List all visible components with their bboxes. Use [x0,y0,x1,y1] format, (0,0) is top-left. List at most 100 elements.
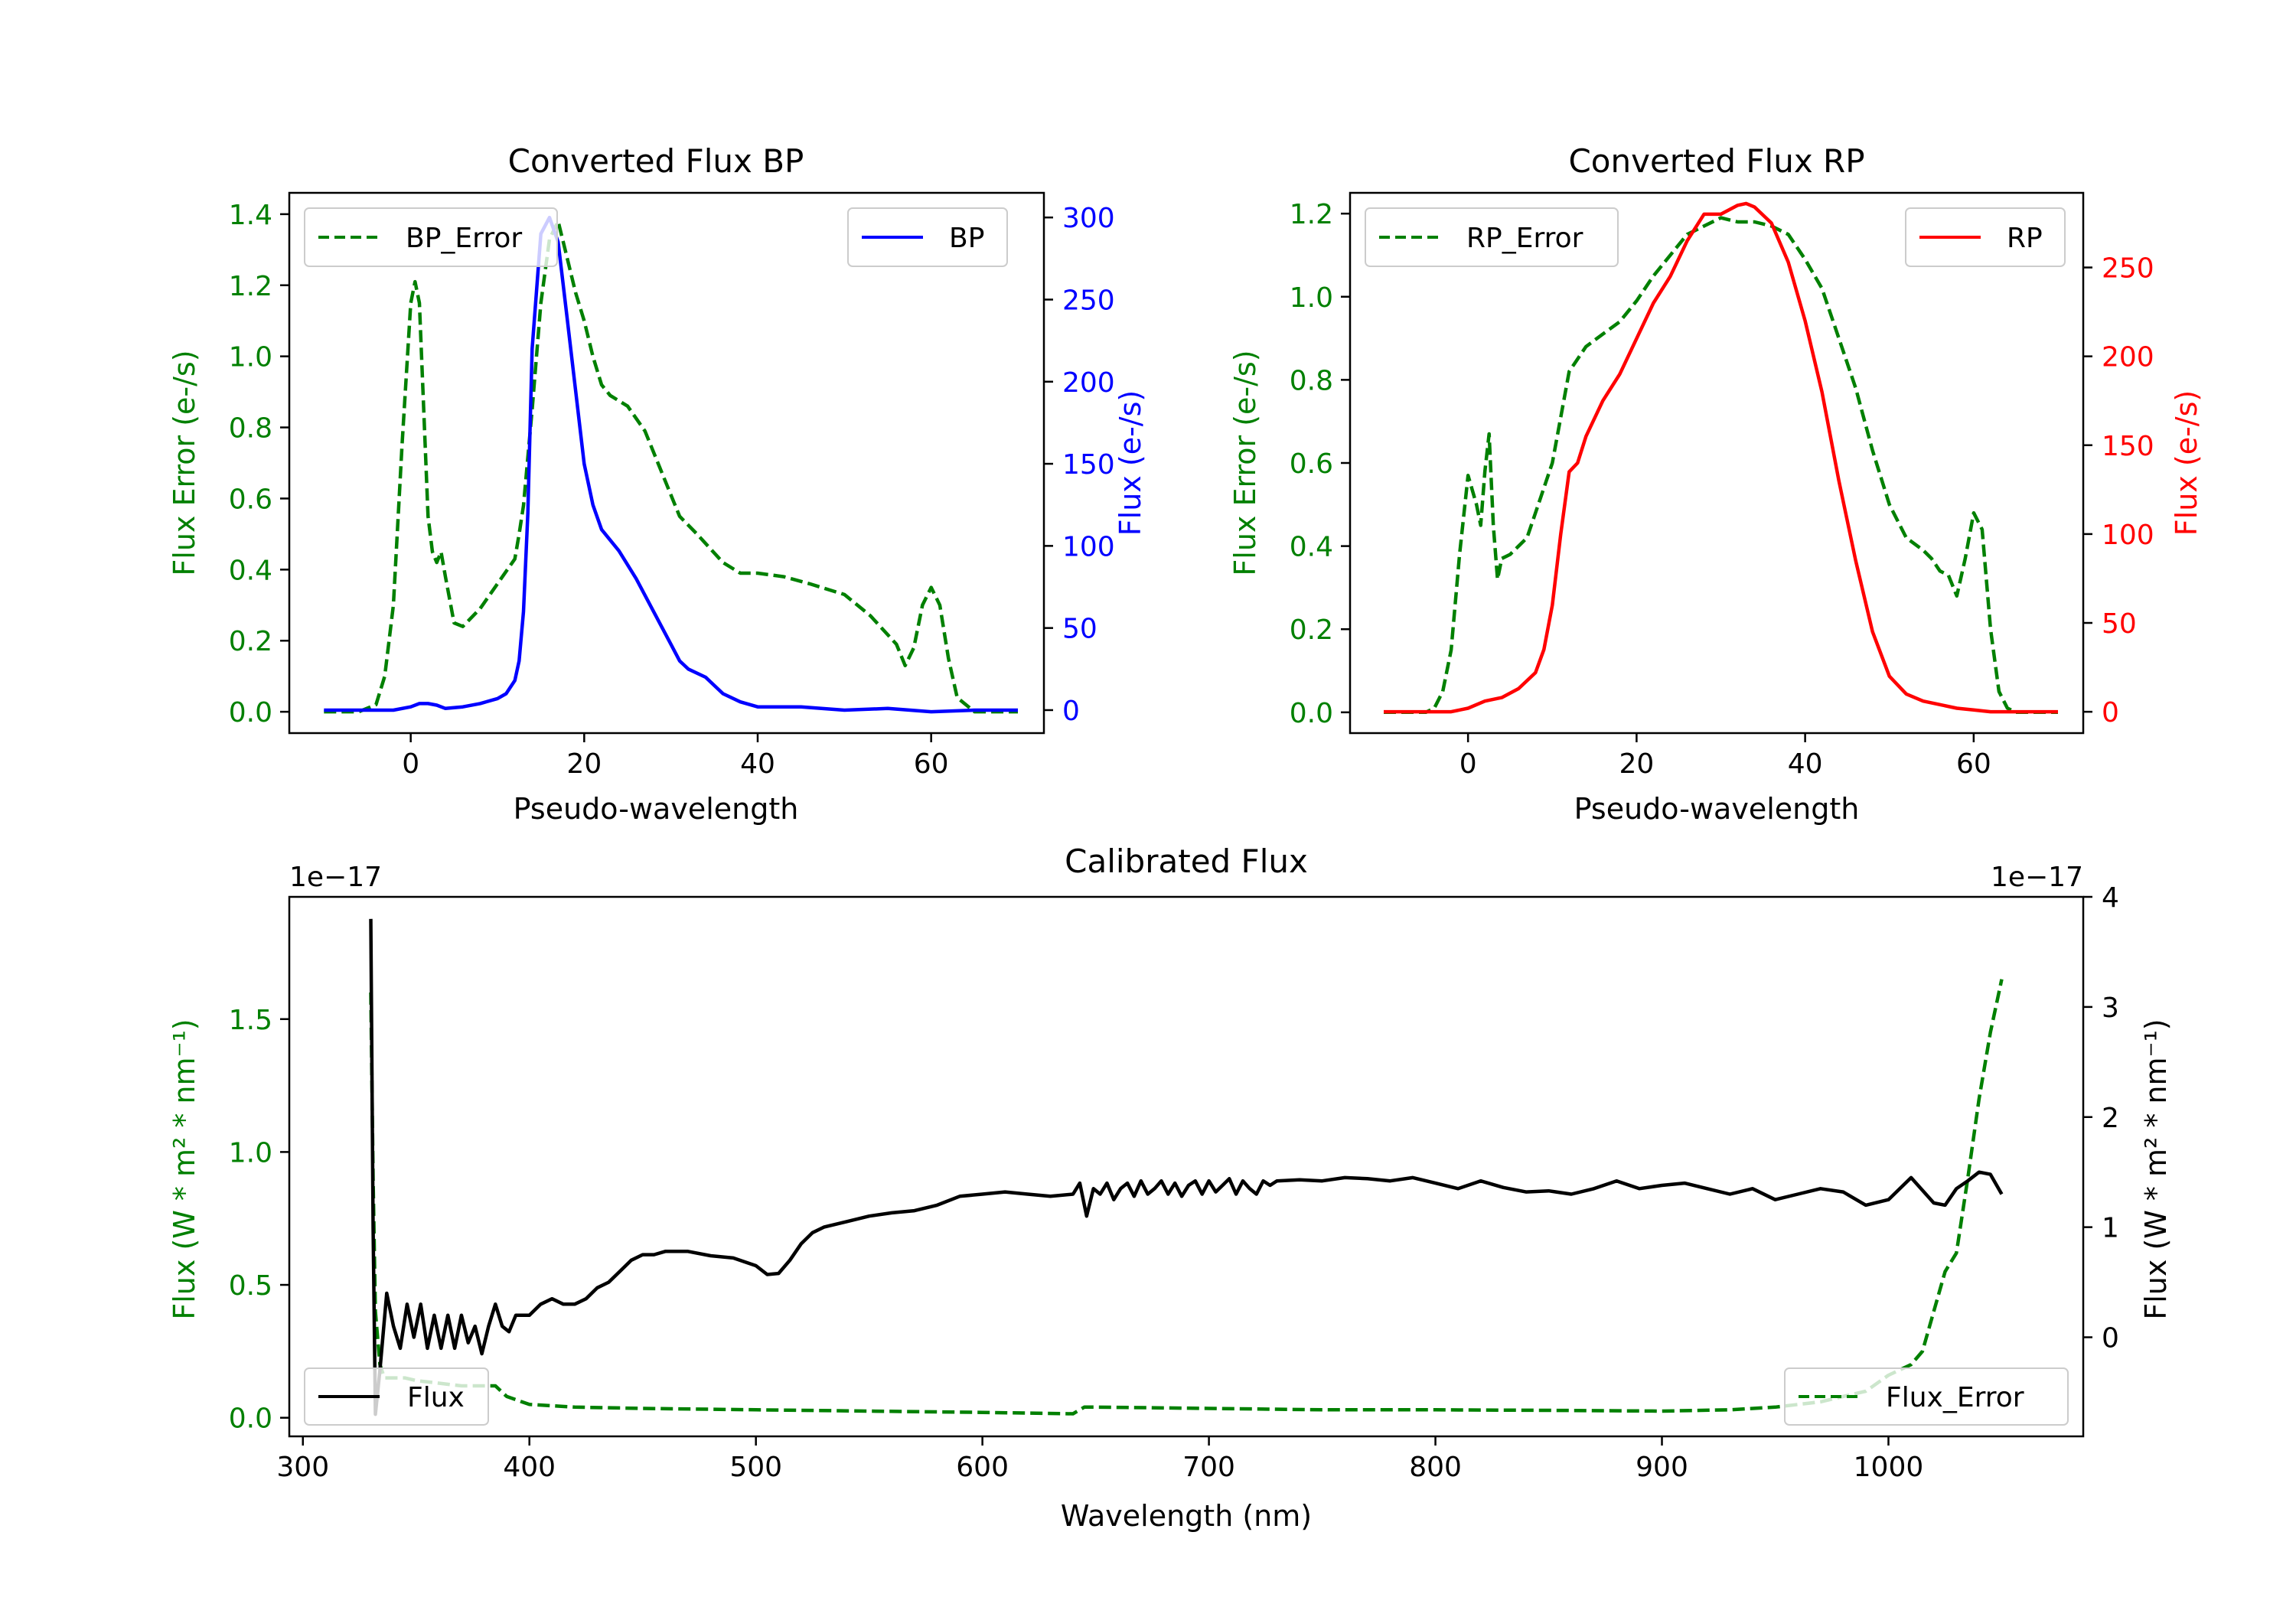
panel-converted-flux-bp: Converted Flux BP 0 20 40 60 0.00.20.40.60.… [168,142,1147,826]
bp-ytick-left-label: 1.0 [229,342,272,373]
panel-converted-flux-rp: Converted Flux RP 0 20 40 60 0.00.20.40.60.… [1228,142,2203,826]
rp-ytick-left-label: 0.6 [1290,448,1333,480]
bp-ytick-left-label: 0.6 [229,484,272,515]
rp-ytick-right-label: 0 [2102,697,2119,729]
rp-ytick-right-label: 100 [2102,520,2154,551]
cal-ytick-left-label: 0.0 [229,1403,272,1435]
rp-series-rp [1384,201,2058,714]
calibrated-x-axis-ticks: 300 400 500 600 700 800 900 1000 [276,1436,1923,1483]
calibrated-y-axis-left-label: Flux (W * m² * nm⁻¹) [168,1019,201,1319]
rp-series-layer [1384,201,2058,715]
bp-ytick-left-label: 0.0 [229,697,272,729]
bp-ytick-right-label: 300 [1062,203,1115,234]
calibrated-legend-flux-label: Flux [407,1382,465,1413]
rp-legend-error-label: RP_Error [1466,223,1583,254]
calibrated-right-offset-text: 1e−17 [1991,862,2083,893]
rp-legend-left: RP_Error [1365,207,1619,267]
rp-series-rp-error [1384,216,2058,715]
bp-ytick-right-label: 250 [1062,285,1115,316]
rp-ytick-left-label: 0.2 [1290,614,1333,646]
bp-legend-left: BP_Error [304,207,558,267]
bp-ytick-left-label: 0.4 [229,555,272,586]
rp-legend-right-box [1905,207,2066,267]
rp-title: Converted Flux RP [1568,142,1864,180]
cal-ytick-right-label: 1 [2102,1213,2119,1244]
rp-xtick-label: 40 [1788,748,1823,780]
bp-xtick-label: 20 [566,748,602,780]
rp-ytick-right-label: 250 [2102,253,2154,285]
bp-ytick-left-label: 0.8 [229,413,272,445]
cal-series-flux [369,918,2004,1416]
rp-xtick-label: 0 [1459,748,1477,780]
bp-legend-left-box [304,207,558,267]
cal-xtick-label: 1000 [1854,1452,1924,1483]
rp-ytick-left-label: 0.8 [1290,365,1333,396]
rp-ytick-left-label: 1.0 [1290,282,1333,314]
bp-y-axis-left-ticks: 0.0 0.2 0.4 0.6 0.8 1.0 1.2 1.4 [229,200,289,729]
rp-y-axis-right-ticks: 0 50 100 150 200 250 [2083,253,2154,729]
cal-ytick-left-label: 0.5 [229,1270,272,1302]
rp-ytick-right-label: 200 [2102,342,2154,373]
bp-legend-flux-label: BP [949,223,984,254]
bp-series-bp [324,215,1018,714]
calibrated-legend-error-label: Flux_Error [1886,1382,2024,1413]
cal-xtick-label: 600 [956,1452,1009,1483]
rp-ytick-left-label: 0.0 [1290,698,1333,729]
cal-xtick-label: 300 [276,1452,329,1483]
bp-ytick-left-label: 0.2 [229,626,272,657]
cal-ytick-left-label: 1.5 [229,1005,272,1036]
rp-x-axis-ticks: 0 20 40 60 [1459,733,1991,780]
bp-ytick-left-label: 1.2 [229,271,272,302]
calibrated-legend-left: Flux [304,1367,489,1426]
rp-y-axis-left-label: Flux Error (e-/s) [1228,350,1262,575]
panel-calibrated-flux: Calibrated Flux 300 400 500 600 700 800 900 100… [168,843,2173,1533]
cal-xtick-label: 500 [729,1452,782,1483]
calibrated-y-axis-left-ticks: 0.0 0.5 1.0 1.5 [229,1005,289,1435]
rp-xtick-label: 60 [1956,748,1991,780]
bp-legend-right: BP [847,207,1008,267]
cal-xtick-label: 400 [503,1452,556,1483]
bp-y-axis-right-ticks: 0 50 100 150 200 250 300 [1044,203,1115,727]
bp-ytick-right-label: 150 [1062,449,1115,481]
rp-legend-left-box [1365,207,1619,267]
cal-ytick-right-label: 2 [2102,1103,2119,1134]
cal-ytick-right-label: 4 [2102,882,2119,914]
cal-xtick-label: 900 [1636,1452,1688,1483]
calibrated-x-axis-label: Wavelength (nm) [1061,1499,1312,1533]
calibrated-legend-left-box [304,1367,489,1426]
calibrated-y-axis-right-ticks: 0 1 2 3 4 [2083,882,2119,1354]
rp-y-axis-right-label: Flux (e-/s) [2170,390,2203,536]
rp-x-axis-label: Pseudo-wavelength [1574,792,1860,826]
calibrated-title: Calibrated Flux [1065,843,1308,880]
rp-ytick-right-label: 50 [2102,608,2137,640]
bp-y-axis-right-label: Flux (e-/s) [1114,390,1147,536]
bp-ytick-right-label: 100 [1062,531,1115,562]
rp-ytick-right-label: 150 [2102,431,2154,462]
bp-ytick-right-label: 200 [1062,367,1115,399]
bp-xtick-label: 60 [914,748,949,780]
bp-legend-error-label: BP_Error [406,223,522,254]
bp-axes-frame [288,191,1045,735]
bp-ytick-right-label: 50 [1062,614,1097,645]
calibrated-legend-right: Flux_Error [1784,1367,2069,1426]
bp-series-bp-error [324,219,1018,714]
rp-y-axis-left-ticks: 0.0 0.2 0.4 0.6 0.8 1.0 1.2 [1290,199,1350,729]
bp-ytick-left-label: 1.4 [229,200,272,231]
cal-ytick-right-label: 0 [2102,1323,2119,1354]
rp-legend-flux-label: RP [2007,223,2043,254]
bp-x-axis-label: Pseudo-wavelength [514,792,799,826]
rp-ytick-left-label: 1.2 [1290,199,1333,230]
bp-title: Converted Flux BP [508,142,804,180]
cal-ytick-left-label: 1.0 [229,1137,272,1169]
bp-y-axis-left-label: Flux Error (e-/s) [168,350,201,575]
bp-series-layer [324,215,1018,714]
bp-xtick-label: 0 [402,748,419,780]
bp-x-axis-ticks: 0 20 40 60 [402,733,949,780]
cal-xtick-label: 700 [1182,1452,1235,1483]
rp-legend-right: RP [1905,207,2066,267]
calibrated-series-layer [369,918,2004,1416]
calibrated-left-offset-text: 1e−17 [289,862,382,893]
rp-ytick-left-label: 0.4 [1290,532,1333,563]
calibrated-y-axis-right-label: Flux (W * m² * nm⁻¹) [2139,1019,2173,1319]
